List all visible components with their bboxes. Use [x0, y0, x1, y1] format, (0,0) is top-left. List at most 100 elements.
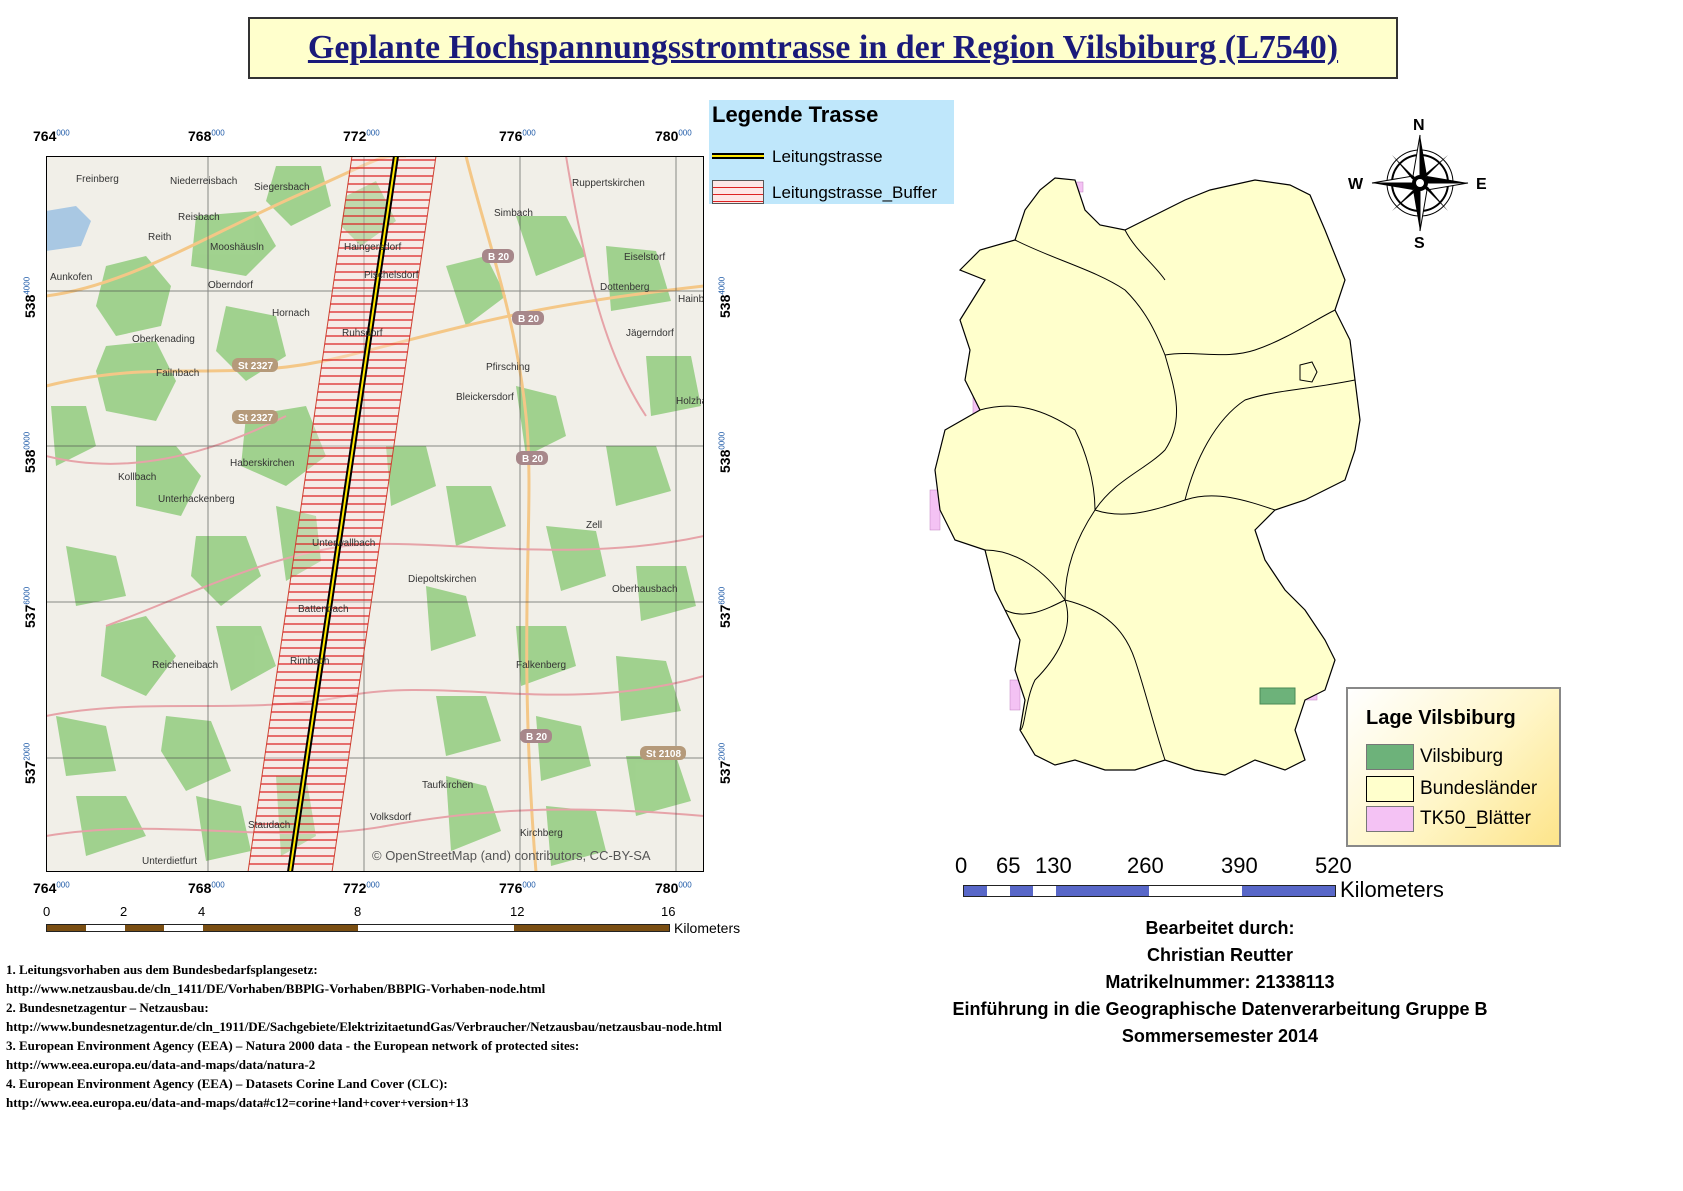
scale-label: 520 [1315, 853, 1352, 878]
place-label: Bleickersdorf [456, 392, 514, 403]
x-tick-bottom-1: 764000 [33, 880, 70, 896]
legend-lage: Lage Vilsbiburg Vilsbiburg Bundesländer … [1346, 687, 1561, 847]
road-label: B 20 [522, 454, 544, 465]
map-scale-bar: 0 2 4 8 12 16 Kilometers [43, 904, 740, 944]
place-label: Diepoltskirchen [408, 574, 476, 585]
credit-course: Einführung in die Geographische Datenver… [952, 999, 1488, 1019]
legend-item-vilsbiburg: Vilsbiburg [1420, 746, 1504, 767]
y-tick-right-4: 5372000 [717, 742, 733, 784]
place-label: Zell [586, 520, 602, 531]
credit-semester: Sommersemester 2014 [1121, 1026, 1319, 1046]
legend-item-tk50: TK50_Blätter [1420, 808, 1531, 829]
place-label: Battenbach [298, 604, 349, 615]
place-label: Ruppertskirchen [572, 178, 645, 189]
place-label: Unterhackenberg [158, 494, 235, 505]
place-label: Unterdietfurt [142, 856, 197, 867]
leitungstrasse-symbol [712, 153, 764, 159]
x-tick-bottom-2: 768000 [188, 880, 225, 896]
place-label: Eiselstorf [624, 252, 665, 263]
place-label: Unterwallbach [312, 538, 375, 549]
place-label: Volksdorf [370, 812, 411, 823]
bundeslaender-swatch [1366, 776, 1414, 802]
place-label: Haingersdorf [344, 242, 401, 253]
vilsbiburg-marker[interactable] [1259, 687, 1296, 705]
overview-scale-bar: 0 65 130 260 390 520 Kilometers [955, 853, 1444, 903]
legend-lage-title: Lage Vilsbiburg [1366, 707, 1516, 729]
place-label: Failnbach [156, 368, 199, 379]
legend-item-leitungstrasse: Leitungstrasse [772, 147, 883, 166]
compass-s: S [1414, 235, 1425, 252]
place-label: Ruhsdorf [342, 328, 383, 339]
scale-label: 0 [43, 904, 51, 919]
place-label: Dottenberg [600, 282, 649, 293]
credit-line: Bearbeitet durch: [1145, 918, 1295, 938]
place-label: Reicheneibach [152, 660, 218, 671]
compass-w: W [1348, 176, 1364, 193]
place-label: Staudach [248, 820, 290, 831]
scale-label: 8 [354, 904, 362, 919]
place-label: Rimbach [290, 656, 329, 667]
road-label: St 2327 [238, 413, 273, 424]
place-label: Kirchberg [520, 828, 563, 839]
scale-unit: Kilometers [674, 920, 741, 936]
legend-item-bundeslaender: Bundesländer [1420, 778, 1538, 799]
place-label: Niederreisbach [170, 176, 237, 187]
place-label: Mooshäusln [210, 242, 264, 253]
place-label: Holzha [676, 396, 704, 407]
place-label: Reith [148, 232, 171, 243]
road-label: B 20 [518, 314, 540, 325]
place-label: Taufkirchen [422, 780, 473, 791]
credit-author: Christian Reutter [1146, 945, 1294, 965]
source-4-url[interactable]: http://www.eea.europa.eu/data-and-maps/d… [6, 1095, 469, 1110]
legend-trasse-title: Legende Trasse [712, 102, 879, 127]
x-tick-bottom-5: 780000 [655, 880, 692, 896]
place-label: Aunkofen [50, 272, 92, 283]
place-label: Oberkenading [132, 334, 195, 345]
place-label: Oberndorf [208, 280, 253, 291]
source-1: 1. Leitungsvorhaben aus dem Bundesbedarf… [6, 962, 318, 977]
x-tick-bottom-3: 772000 [343, 880, 380, 896]
place-label: Falkenberg [516, 660, 566, 671]
source-2-url[interactable]: http://www.bundesnetzagentur.de/cln_1911… [6, 1019, 722, 1034]
y-tick-left-2: 5380000 [22, 431, 38, 473]
germany-overview-map[interactable] [925, 170, 1365, 800]
source-4: 4. European Environment Agency (EEA) – D… [6, 1076, 448, 1091]
scale-label: 260 [1127, 853, 1164, 878]
place-label: Siegersbach [254, 182, 310, 193]
y-tick-right-3: 5376000 [717, 586, 733, 628]
map-title: Geplante Hochspannungsstromtrasse in der… [248, 17, 1398, 79]
y-tick-left-4: 5372000 [22, 742, 38, 784]
place-label: Hornach [272, 308, 310, 319]
x-tick-top-1: 764000 [33, 128, 70, 144]
y-tick-left-1: 5384000 [22, 276, 38, 318]
place-label: Kollbach [118, 472, 156, 483]
main-map[interactable]: Freinberg Niederreisbach Siegersbach Rup… [46, 156, 704, 872]
y-tick-right-1: 5384000 [717, 276, 733, 318]
source-3-url[interactable]: http://www.eea.europa.eu/data-and-maps/d… [6, 1057, 316, 1072]
place-label: Pfirsching [486, 362, 530, 373]
source-3: 3. European Environment Agency (EEA) – N… [6, 1038, 580, 1053]
place-label: Simbach [494, 208, 533, 219]
source-1-url[interactable]: http://www.netzausbau.de/cln_1411/DE/Vor… [6, 981, 546, 996]
road-label: B 20 [526, 732, 548, 743]
road-label: B 20 [488, 252, 510, 263]
credit-matrikel: Matrikelnummer: 21338113 [1105, 972, 1335, 992]
compass-rose: N S W E [1348, 117, 1487, 252]
place-label: Pischelsdorf [364, 270, 419, 281]
source-2: 2. Bundesnetzagentur – Netzausbau: [6, 1000, 209, 1015]
x-tick-top-4: 776000 [499, 128, 536, 144]
y-tick-left-3: 5376000 [22, 586, 38, 628]
tk50-swatch [1366, 806, 1414, 832]
x-tick-bottom-4: 776000 [499, 880, 536, 896]
scale-label: 4 [198, 904, 206, 919]
vilsbiburg-swatch [1366, 744, 1414, 770]
place-label: Reisbach [178, 212, 220, 223]
place-label: Hainb [678, 294, 704, 305]
x-tick-top-2: 768000 [188, 128, 225, 144]
scale-label: 0 [955, 853, 968, 878]
map-attribution: © OpenStreetMap (and) contributors, CC-B… [372, 848, 651, 863]
place-label: Freinberg [76, 174, 119, 185]
place-label: Oberhausbach [612, 584, 678, 595]
scale-label: 16 [661, 904, 676, 919]
place-label: Jägerndorf [626, 328, 674, 339]
